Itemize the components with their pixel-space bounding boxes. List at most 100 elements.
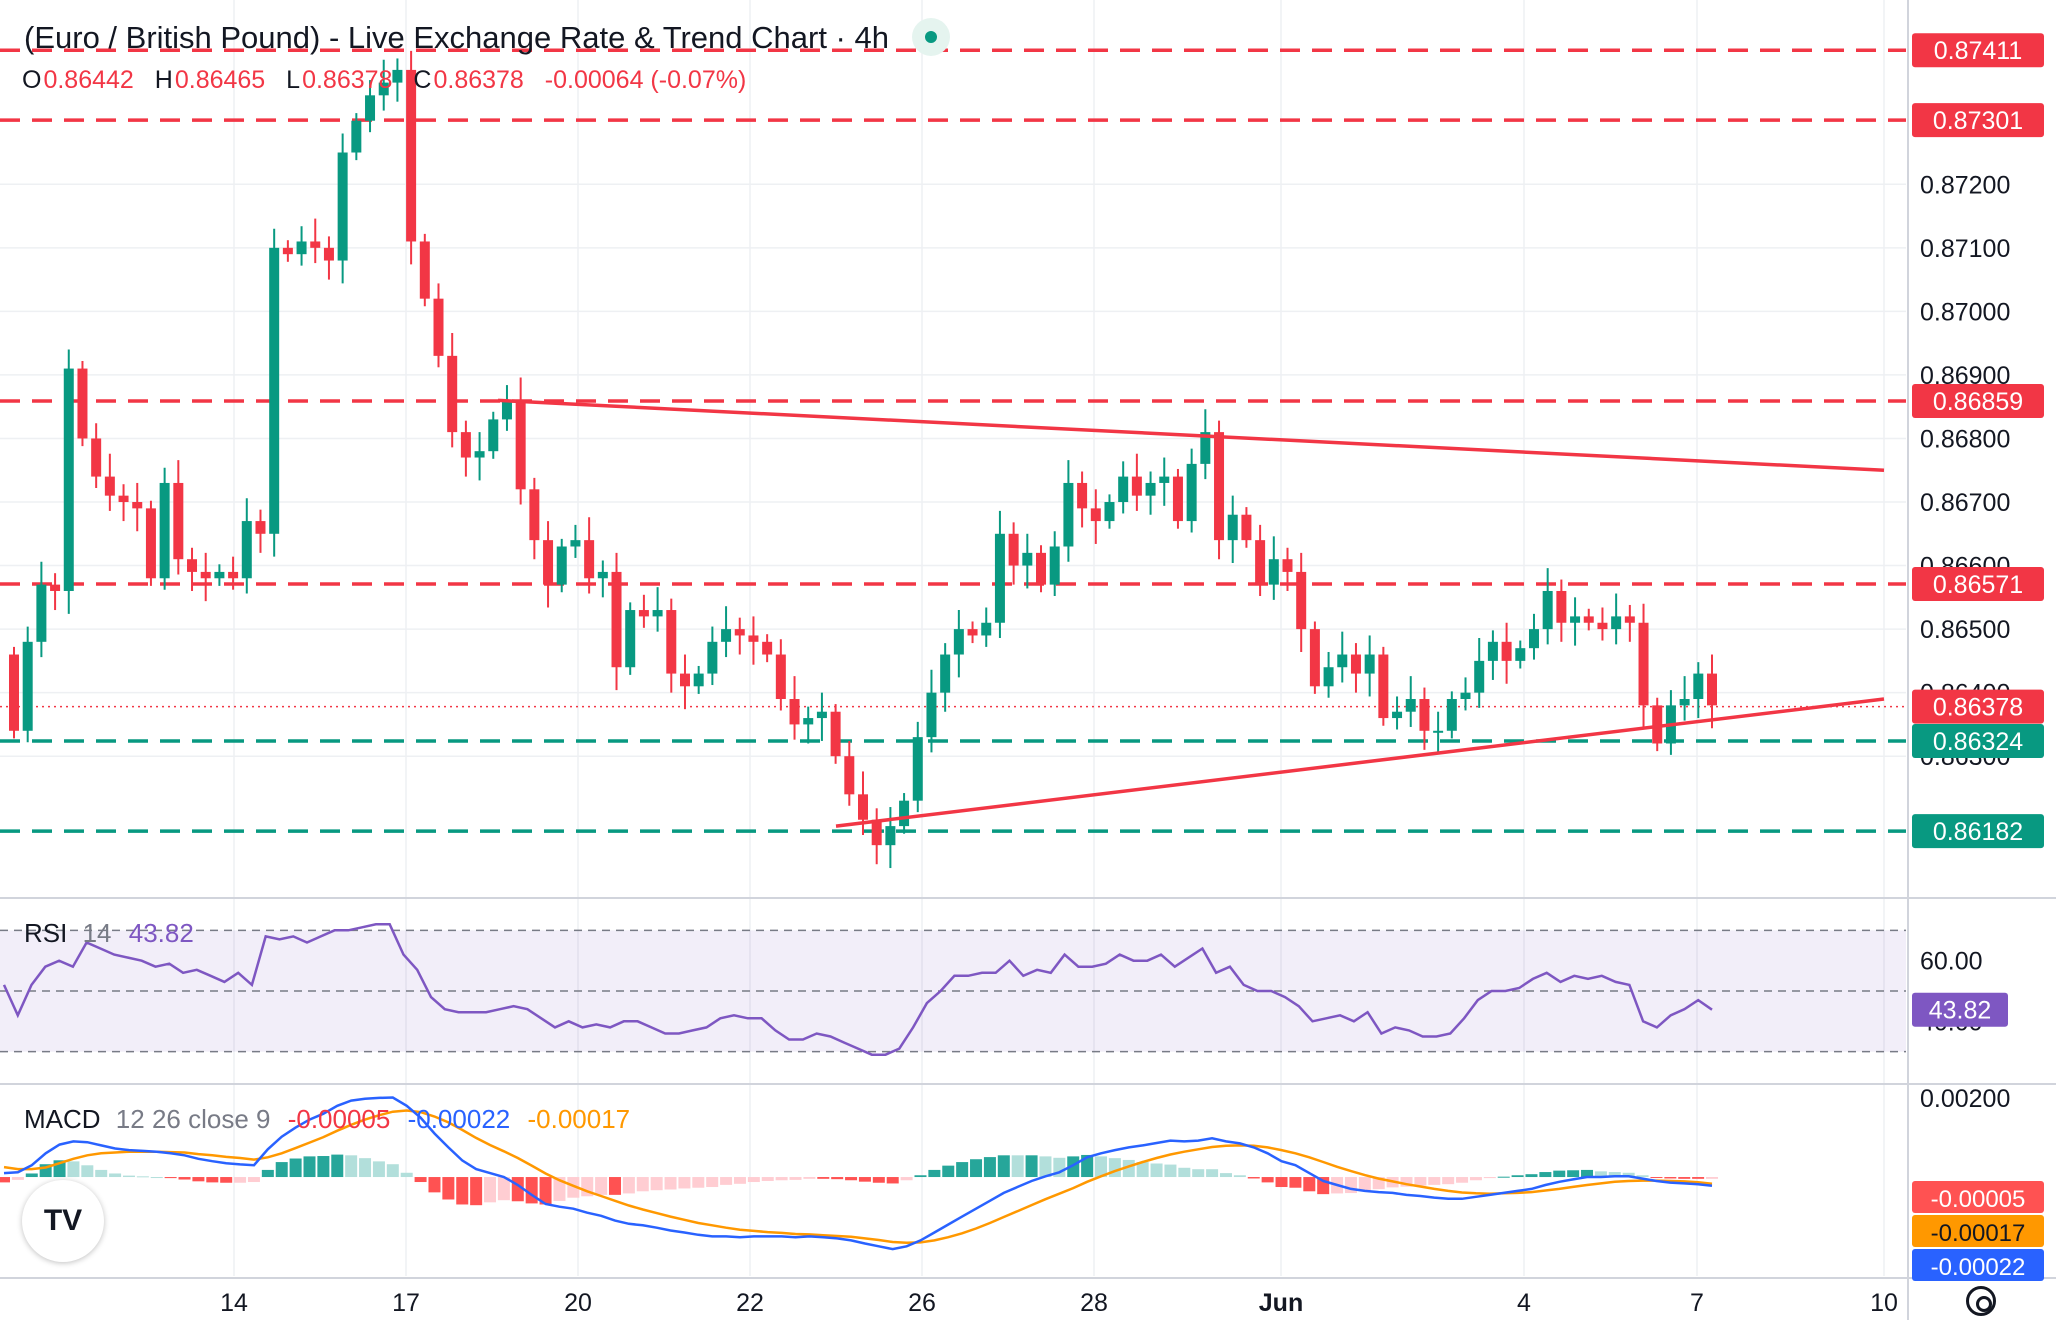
candle-body bbox=[871, 819, 882, 846]
candle-body bbox=[1186, 463, 1197, 522]
macd-histogram-bar bbox=[1497, 1176, 1510, 1178]
macd-name: MACD bbox=[24, 1104, 101, 1134]
level-tag-bg bbox=[1912, 814, 2044, 849]
candle-body bbox=[1118, 476, 1129, 503]
candle-body bbox=[63, 368, 74, 591]
candle-body bbox=[1624, 616, 1635, 623]
candle-body bbox=[1282, 559, 1293, 572]
price-axis-tags: 0.87411 0.87301 0.86859 0.86571 0.86324 0.861… bbox=[1912, 33, 2044, 1281]
macd-histogram-bar bbox=[1469, 1177, 1482, 1181]
candle-body bbox=[515, 400, 526, 490]
macd-pane bbox=[0, 1096, 1718, 1251]
macd-histogram-bar bbox=[1483, 1177, 1496, 1179]
candle-body bbox=[1337, 654, 1348, 668]
x-tick-label: 26 bbox=[908, 1289, 936, 1317]
live-status-icon bbox=[911, 17, 950, 56]
macd-histogram-bar bbox=[164, 1177, 177, 1179]
macd-histogram-bar bbox=[928, 1169, 941, 1178]
candle-body bbox=[255, 521, 266, 534]
macd-histogram-bar bbox=[1011, 1155, 1024, 1178]
current-price-tag-bg bbox=[1912, 689, 2044, 724]
candle-body bbox=[1323, 667, 1334, 687]
candle-body bbox=[981, 622, 992, 636]
macd-histogram-bar bbox=[261, 1169, 274, 1178]
macd-histogram-bar bbox=[11, 1177, 24, 1180]
candle-body bbox=[1583, 616, 1594, 623]
high-label: H bbox=[154, 66, 173, 94]
macd-histogram-bar bbox=[1706, 1177, 1718, 1179]
trendline bbox=[835, 697, 1885, 828]
candle-body bbox=[693, 673, 704, 687]
macd-histogram-bar bbox=[539, 1177, 552, 1205]
macd-histogram-bar bbox=[1456, 1177, 1469, 1183]
candle-body bbox=[323, 247, 334, 261]
candle-body bbox=[132, 502, 143, 509]
candle-body bbox=[1474, 660, 1485, 693]
macd-histogram-bar bbox=[775, 1177, 788, 1181]
candle-body bbox=[611, 571, 622, 668]
candle-body bbox=[1131, 476, 1142, 496]
macd-histogram-bar bbox=[303, 1156, 316, 1178]
candle-body bbox=[1241, 514, 1252, 541]
macd-histogram-bar bbox=[1136, 1162, 1149, 1178]
macd-legend[interactable]: MACD 12 26 close 9 -0.00005 -0.00022 -0.… bbox=[24, 1104, 630, 1135]
macd-histogram-bar bbox=[136, 1176, 149, 1178]
macd-histogram-bar bbox=[484, 1177, 497, 1203]
candle-body bbox=[570, 540, 581, 547]
candle-body bbox=[1008, 533, 1019, 566]
candle-body bbox=[967, 629, 978, 636]
macd-histogram-bar bbox=[956, 1162, 969, 1178]
rsi-legend[interactable]: RSI 14 43.82 bbox=[24, 918, 194, 949]
macd-histogram-bar bbox=[1247, 1177, 1260, 1179]
horizontal-levels bbox=[0, 48, 1906, 833]
level-tag: 0.86859 bbox=[1933, 388, 2023, 416]
tradingview-logo-icon[interactable]: TV bbox=[22, 1180, 104, 1262]
macd-histogram-bar bbox=[331, 1154, 344, 1178]
level-tag-bg bbox=[1912, 383, 2044, 418]
candle-body bbox=[1570, 616, 1581, 623]
candle-body bbox=[1063, 482, 1074, 547]
candle-body bbox=[1446, 699, 1457, 731]
candle-body bbox=[1255, 540, 1266, 585]
x-tick-label: 28 bbox=[1080, 1289, 1108, 1317]
macd-line-tag: -0.00022 bbox=[1931, 1254, 2026, 1281]
macd-histogram-bar bbox=[150, 1177, 163, 1179]
change-value: -0.00064 (-0.07%) bbox=[544, 66, 747, 94]
candle-body bbox=[392, 69, 403, 83]
candle-body bbox=[885, 826, 896, 846]
x-tick-label: 4 bbox=[1517, 1289, 1531, 1317]
ohlc-legend: O0.86442 H0.86465 L0.86378 C0.86378 -0.0… bbox=[22, 66, 760, 95]
macd-histogram-bar bbox=[900, 1177, 913, 1181]
trendlines[interactable] bbox=[497, 398, 1885, 828]
macd-histogram-bar bbox=[220, 1177, 233, 1183]
candle-body bbox=[36, 584, 47, 642]
candle-body bbox=[378, 82, 389, 96]
candle-body bbox=[214, 571, 225, 579]
candle-body bbox=[365, 95, 376, 121]
macd-histogram-bar bbox=[1303, 1177, 1316, 1192]
candle-body bbox=[1405, 699, 1416, 712]
macd-histogram-bar bbox=[317, 1156, 330, 1178]
candle-body bbox=[1268, 559, 1279, 585]
candle-body bbox=[748, 635, 759, 642]
gear-icon[interactable] bbox=[1966, 1286, 1996, 1316]
macd-histogram-bar bbox=[608, 1177, 621, 1195]
candle-body bbox=[1433, 730, 1444, 733]
macd-histogram-bar bbox=[247, 1177, 260, 1183]
candle-body bbox=[1419, 699, 1430, 731]
macd-histogram-bar bbox=[1622, 1172, 1635, 1178]
macd-histogram-bar bbox=[1261, 1177, 1274, 1183]
candle-body bbox=[488, 419, 499, 452]
candle-body bbox=[1309, 629, 1320, 687]
rsi-param: 14 bbox=[82, 918, 112, 948]
candle-body bbox=[1693, 673, 1704, 700]
level-tag: 0.86571 bbox=[1933, 571, 2023, 599]
macd-histogram-bar bbox=[1400, 1177, 1413, 1187]
macd-histogram-bar bbox=[67, 1161, 80, 1178]
candle-body bbox=[844, 756, 855, 795]
macd-signal-tag-bg bbox=[1912, 1215, 2044, 1247]
macd-histogram-bar bbox=[1039, 1156, 1052, 1178]
macd-histogram-bar bbox=[1219, 1173, 1232, 1178]
macd-histogram-bar bbox=[1608, 1172, 1621, 1178]
